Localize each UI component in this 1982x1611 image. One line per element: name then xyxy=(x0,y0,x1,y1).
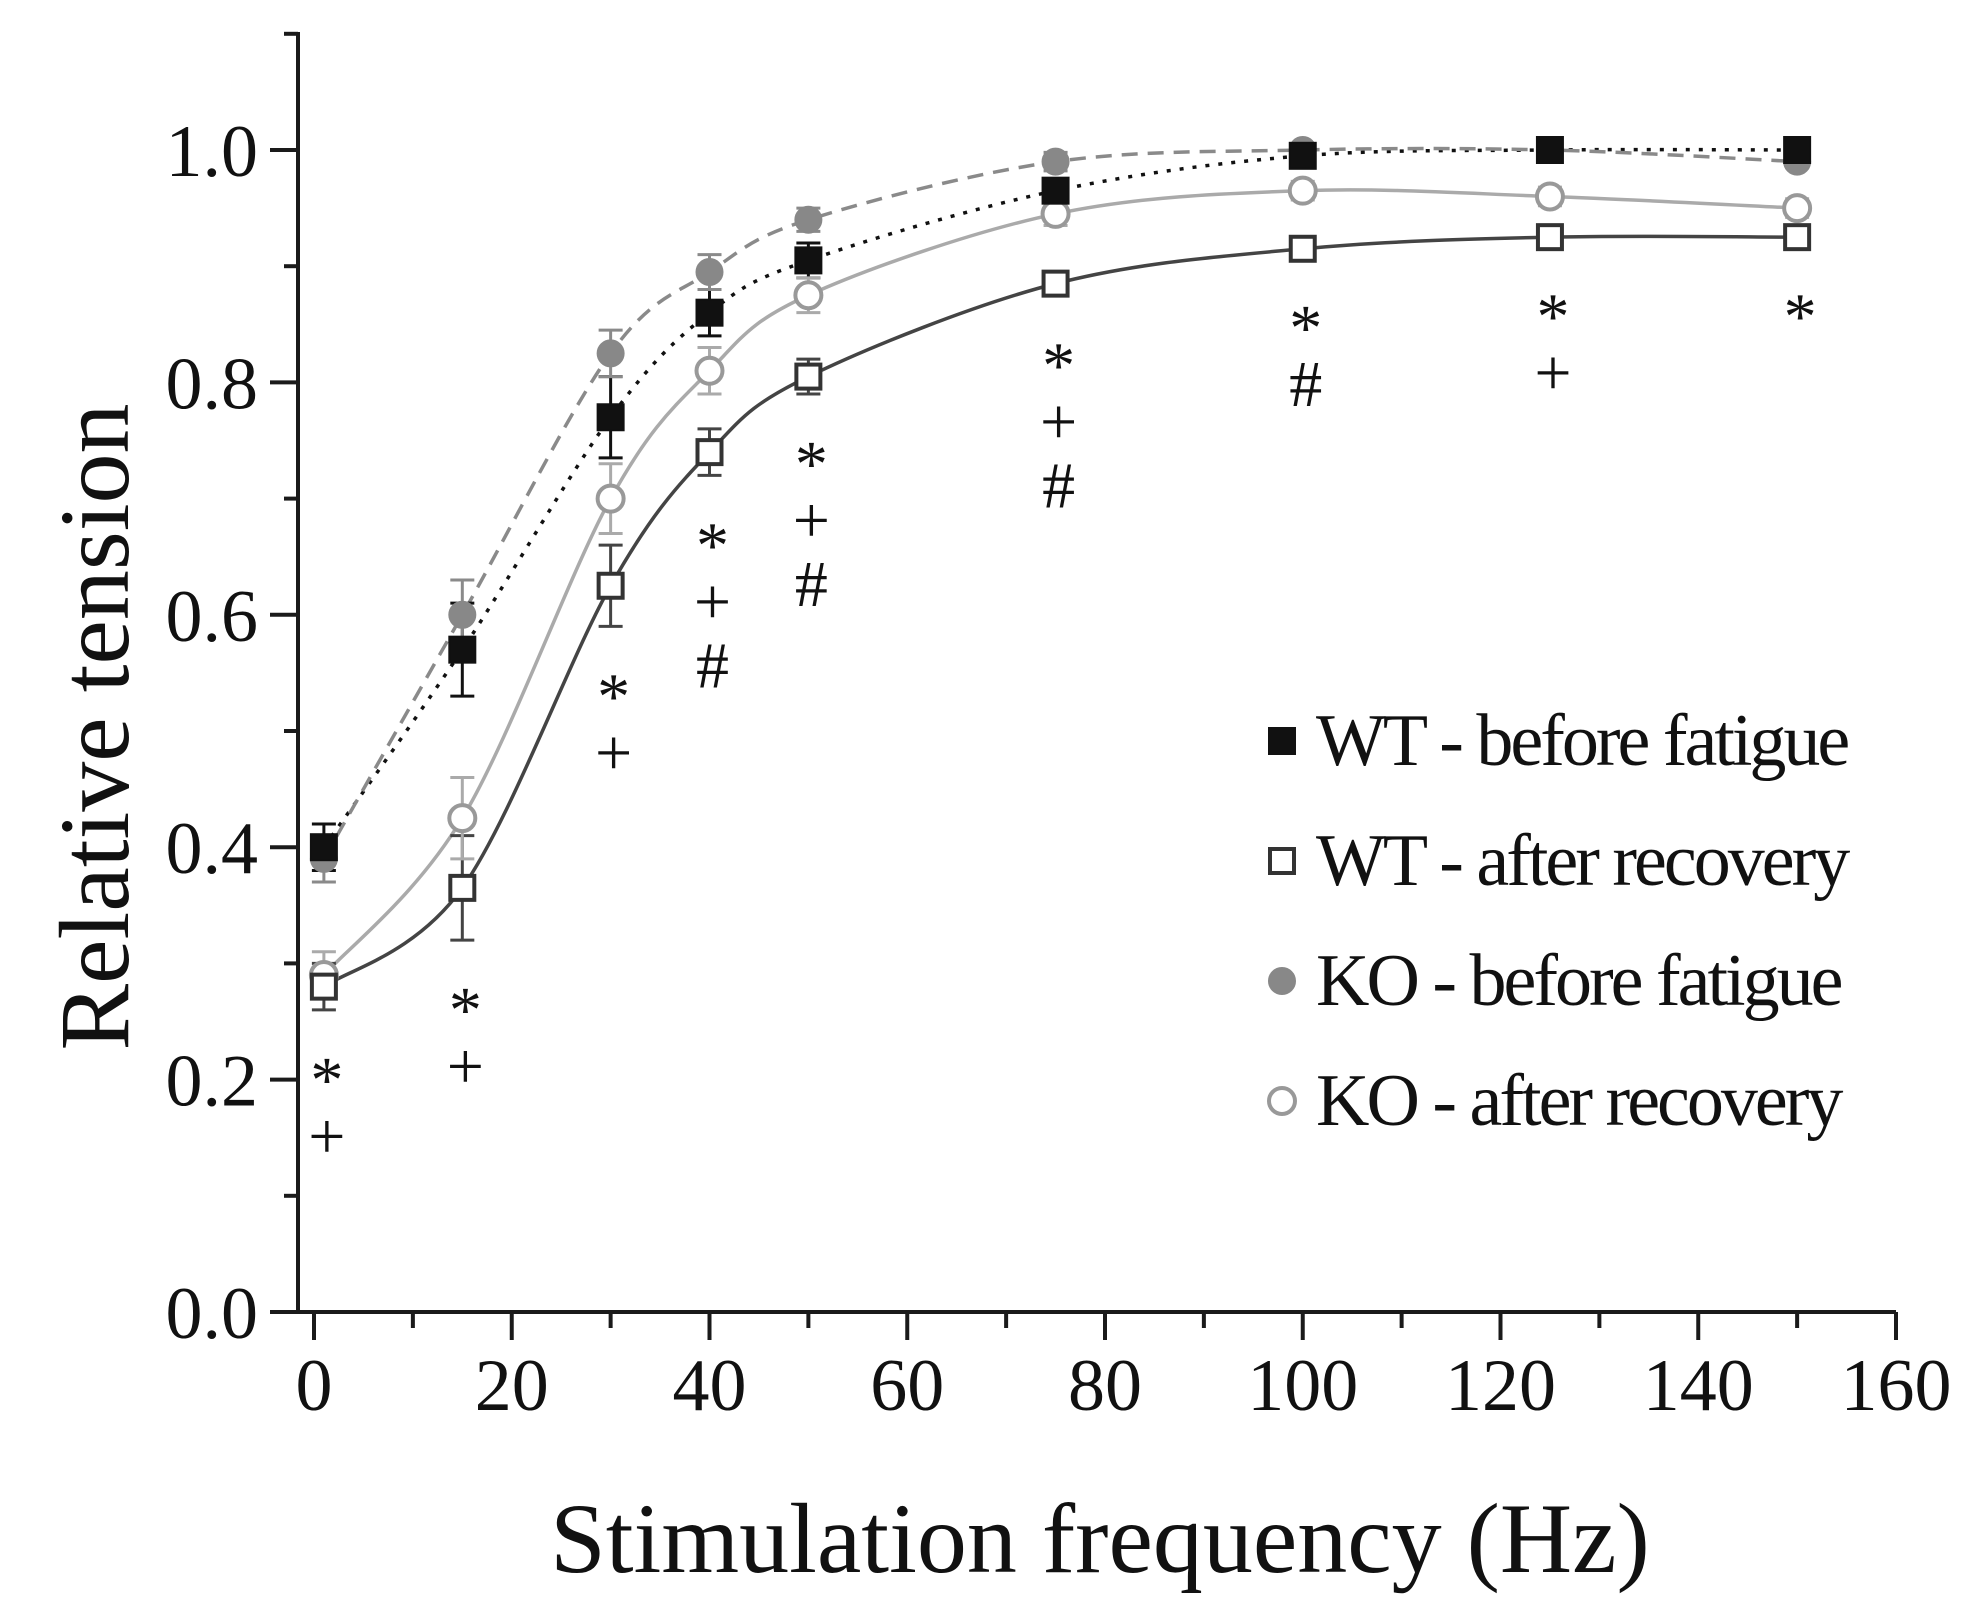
x-tick-label: 120 xyxy=(1445,1345,1556,1427)
significance-mark: + xyxy=(308,1100,345,1173)
data-point xyxy=(1287,175,1318,206)
data-point xyxy=(695,258,724,287)
x-axis-title: Stimulation frequency (Hz) xyxy=(550,1483,1650,1594)
data-markers xyxy=(308,136,1813,1001)
significance-mark: * xyxy=(1042,329,1075,402)
data-point xyxy=(309,972,338,1001)
data-point xyxy=(1288,234,1317,263)
significance-mark: * xyxy=(449,974,482,1047)
series-line xyxy=(322,188,1798,977)
significance-mark: * xyxy=(1536,280,1569,353)
data-point xyxy=(1288,141,1317,170)
data-point xyxy=(448,600,477,629)
legend-marker xyxy=(1268,847,1296,875)
y-axis-title: Relative tension xyxy=(39,403,150,1050)
y-tick-label: 0.8 xyxy=(166,343,259,425)
legend-marker xyxy=(1267,1086,1297,1116)
significance-mark: + xyxy=(694,565,731,638)
data-point xyxy=(1040,198,1071,229)
significance-mark: + xyxy=(595,716,632,789)
data-point xyxy=(1783,223,1812,252)
legend-label: WT - after recovery xyxy=(1316,820,1850,902)
significance-mark: * xyxy=(1784,280,1817,353)
significance-mark: + xyxy=(1534,336,1571,409)
legend: WT - before fatigue WT - after recovery KO… xyxy=(1267,700,1853,1142)
data-point xyxy=(695,438,724,467)
legend-label: KO - before fatigue xyxy=(1316,940,1842,1022)
significance-mark: # xyxy=(1042,449,1075,522)
significance-mark: * xyxy=(597,660,630,733)
data-point xyxy=(1041,269,1070,298)
x-tick-label: 0 xyxy=(296,1345,333,1427)
significance-mark: + xyxy=(447,1030,484,1103)
data-point xyxy=(794,362,823,391)
significance-annotations: *+*+*+*+#*+#*+#*#*+* xyxy=(308,280,1816,1172)
y-tick-label: 1.0 xyxy=(166,111,259,193)
y-tick-label: 0.4 xyxy=(166,808,259,890)
y-tick-label: 0.0 xyxy=(166,1273,259,1355)
data-point xyxy=(1783,136,1812,164)
data-point xyxy=(309,833,338,862)
significance-mark: # xyxy=(795,548,828,621)
x-tick-label: 60 xyxy=(870,1345,944,1427)
x-tick-label: 80 xyxy=(1068,1345,1142,1427)
series-lines xyxy=(322,146,1798,989)
data-point xyxy=(596,403,625,432)
x-tick-label: 100 xyxy=(1247,1345,1358,1427)
data-point xyxy=(448,873,477,902)
data-point xyxy=(1535,136,1564,164)
significance-mark: # xyxy=(696,629,729,702)
significance-mark: + xyxy=(1040,385,1077,458)
legend-marker xyxy=(1268,727,1296,755)
data-point xyxy=(596,571,625,600)
data-point xyxy=(1535,223,1564,252)
x-tick-label: 20 xyxy=(475,1345,549,1427)
x-tick-label: 40 xyxy=(673,1345,747,1427)
data-point xyxy=(694,355,725,386)
data-point xyxy=(1041,176,1070,205)
legend-label: KO - after recovery xyxy=(1316,1060,1843,1142)
axes xyxy=(296,32,1896,1314)
data-point xyxy=(1782,193,1813,224)
y-tick-label: 0.2 xyxy=(166,1041,259,1123)
y-tick-label: 0.6 xyxy=(166,576,259,658)
x-ticks: 0 20 40 60 80 100 120 140 160 xyxy=(296,1312,1952,1427)
data-point xyxy=(1041,147,1070,176)
legend-label: WT - before fatigue xyxy=(1316,700,1848,782)
significance-mark: * xyxy=(696,509,729,582)
significance-mark: # xyxy=(1289,348,1322,421)
data-point xyxy=(793,280,824,311)
data-point xyxy=(695,298,724,327)
x-tick-label: 140 xyxy=(1643,1345,1754,1427)
data-point xyxy=(448,635,477,664)
data-point xyxy=(596,339,625,368)
x-tick-label: 160 xyxy=(1841,1345,1952,1427)
data-point xyxy=(1534,181,1565,212)
significance-mark: * xyxy=(1289,292,1322,365)
data-point xyxy=(595,483,626,514)
legend-marker xyxy=(1268,967,1296,995)
series-line xyxy=(322,146,1798,860)
significance-mark: * xyxy=(795,428,828,501)
data-point xyxy=(447,803,478,834)
significance-mark: + xyxy=(793,484,830,557)
series-line xyxy=(322,234,1798,989)
data-point xyxy=(794,246,823,275)
data-point xyxy=(794,205,823,234)
significance-mark: * xyxy=(310,1044,343,1117)
y-ticks: 0.0 0.2 0.4 0.6 0.8 1.0 xyxy=(166,31,298,1355)
